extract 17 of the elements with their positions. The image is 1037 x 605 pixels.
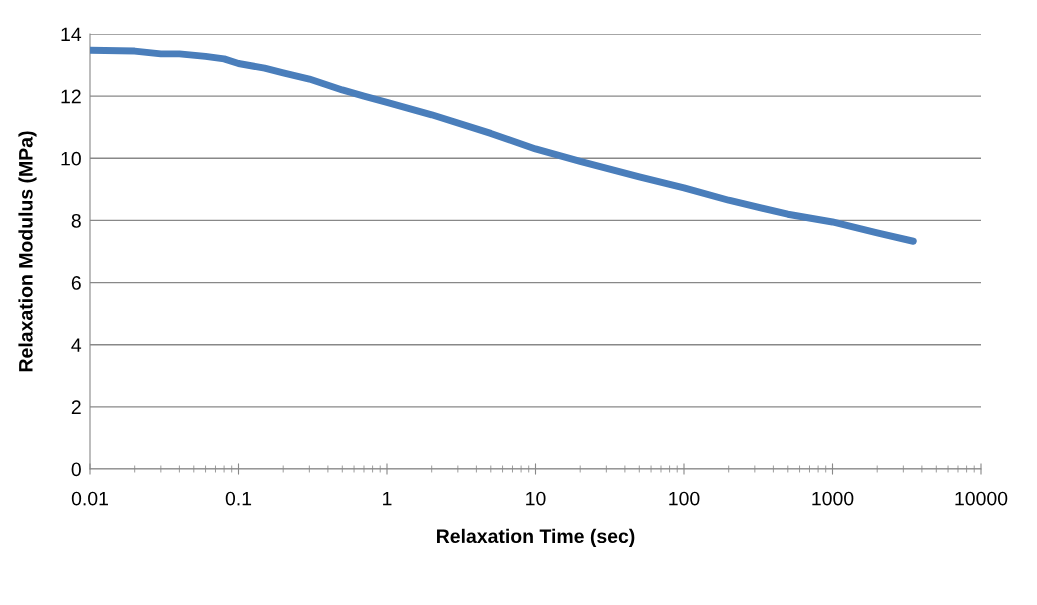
x-tick-label: 10 [526,491,546,506]
x-tick-label: 10000 [955,491,1008,506]
x-tick-label: 0.1 [225,491,252,506]
x-tick-label: 1000 [812,491,854,506]
x-tick-label: 100 [669,491,700,506]
y-tick-label: 2 [71,400,81,414]
x-tick-label: 0.01 [71,491,108,506]
y-tick-label: 0 [71,462,81,477]
y-tick-label: 4 [71,338,82,352]
x-tick-label: 1 [383,491,392,506]
x-axis-title: Relaxation Time (sec) [437,528,635,547]
y-tick-label: 8 [71,213,81,228]
y-axis-title: Relaxation Modulus (MPa) [18,131,37,372]
y-tick-label: 6 [71,276,81,290]
y-tick-label: 12 [61,89,81,104]
y-tick-label: 14 [61,27,82,42]
y-tick-label: 10 [61,151,81,166]
